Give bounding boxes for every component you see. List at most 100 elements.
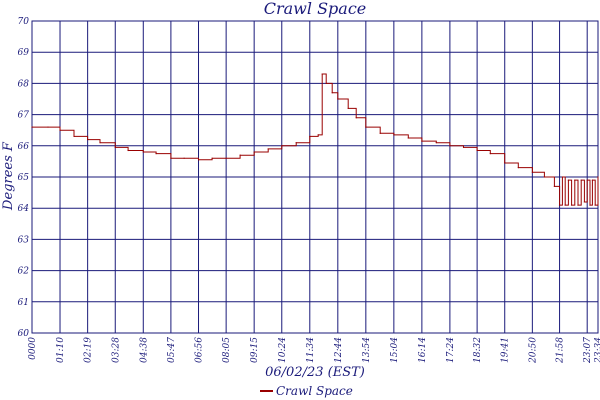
- data-point: [87, 138, 89, 141]
- data-point: [31, 126, 33, 128]
- data-point: [267, 148, 269, 150]
- data-point: [553, 185, 555, 187]
- data-point: [591, 179, 593, 181]
- data-point: [543, 176, 545, 178]
- data-point: [309, 135, 311, 138]
- data-point: [574, 179, 576, 181]
- data-point: [531, 171, 533, 173]
- data-point: [114, 146, 116, 148]
- data-point: [594, 204, 596, 206]
- x-tick-label: 08:05: [222, 337, 232, 363]
- data-point: [321, 73, 323, 75]
- data-point: [73, 135, 75, 138]
- grid: [31, 20, 599, 334]
- x-tick-label: 17:24: [446, 337, 456, 363]
- x-tick-label: 05:47: [167, 337, 177, 363]
- legend-label: Crawl Space: [276, 384, 353, 398]
- x-tick-labels: 0000 01:10 02:19 03:28 04:38 05:47 06:56 08:05 0…: [28, 337, 600, 364]
- data-point: [561, 176, 563, 178]
- data-point: [331, 92, 333, 94]
- data-point: [155, 153, 157, 155]
- data-point: [577, 204, 579, 206]
- y-tick-label: 60: [18, 329, 30, 339]
- y-axis-label: Degrees F: [1, 141, 16, 211]
- x-tick-label: 21:58: [556, 337, 566, 364]
- data-point: [558, 204, 561, 206]
- data-point: [355, 117, 357, 119]
- y-tick-label: 63: [18, 235, 30, 245]
- data-point: [347, 107, 349, 109]
- data-point: [337, 98, 339, 100]
- data-point: [476, 149, 478, 152]
- x-tick-label: 10:24: [278, 337, 288, 363]
- data-point: [567, 179, 569, 181]
- y-tick-label: 70: [18, 17, 30, 27]
- data-point: [564, 204, 566, 206]
- chart-title: Crawl Space: [264, 0, 367, 18]
- x-tick-label: 01:10: [56, 337, 66, 363]
- x-tick-label: 23:07: [583, 337, 593, 364]
- x-tick-label: 02:19: [84, 337, 94, 363]
- data-point: [225, 157, 227, 159]
- data-point: [504, 162, 506, 164]
- y-tick-label: 65: [18, 173, 30, 183]
- series-layer: [31, 73, 599, 206]
- data-point: [239, 154, 241, 156]
- y-tick-labels: 60 61 62 63 64 65 66 67 68 69 70: [18, 17, 30, 339]
- y-tick-label: 66: [18, 142, 30, 152]
- data-point: [379, 132, 381, 134]
- x-tick-label: 09:15: [250, 337, 260, 363]
- data-point: [47, 126, 49, 128]
- data-point: [317, 134, 319, 136]
- x-tick-label: 23:34: [594, 337, 600, 364]
- data-point: [586, 179, 588, 181]
- y-tick-label: 68: [18, 79, 30, 89]
- data-point: [183, 157, 185, 159]
- x-tick-label: 16:14: [418, 337, 428, 363]
- data-point: [489, 153, 491, 155]
- data-point: [127, 149, 129, 152]
- data-point: [583, 201, 585, 203]
- x-tick-label: 18:32: [473, 337, 483, 363]
- data-point: [407, 137, 409, 139]
- data-point: [580, 179, 582, 181]
- data-point: [589, 204, 591, 206]
- data-point: [597, 176, 599, 178]
- y-tick-label: 61: [18, 298, 29, 308]
- x-axis-label: 06/02/23 (EST): [265, 365, 365, 380]
- data-point: [570, 204, 573, 206]
- x-tick-label: 12:44: [334, 337, 344, 363]
- data-point: [421, 140, 423, 142]
- data-point: [211, 157, 213, 159]
- legend: Crawl Space: [260, 384, 353, 398]
- data-point: [99, 142, 101, 144]
- data-point: [281, 145, 283, 147]
- data-point: [393, 134, 395, 136]
- x-tick-label: 19:41: [501, 337, 511, 363]
- data-point: [59, 129, 61, 131]
- data-point: [517, 167, 519, 169]
- data-point: [170, 157, 172, 159]
- data-point: [462, 146, 465, 148]
- x-tick-label: 11:34: [306, 337, 316, 363]
- y-tick-label: 67: [18, 111, 30, 121]
- data-point: [449, 145, 451, 147]
- data-point: [435, 142, 437, 144]
- data-point: [142, 151, 144, 153]
- data-point: [295, 142, 297, 144]
- x-tick-label: 15:04: [390, 337, 400, 363]
- data-point: [365, 126, 367, 128]
- data-point: [197, 159, 200, 161]
- series-line-crawl-space: [32, 73, 599, 206]
- y-tick-label: 69: [18, 48, 30, 58]
- y-tick-label: 64: [18, 204, 30, 214]
- x-tick-label: 03:28: [111, 337, 121, 363]
- x-tick-label: 06:56: [195, 337, 205, 363]
- x-tick-label: 13:54: [362, 337, 372, 363]
- data-point: [325, 82, 327, 84]
- data-point: [253, 151, 255, 153]
- x-tick-label: 04:38: [139, 337, 149, 363]
- x-tick-label: 20:50: [528, 337, 538, 364]
